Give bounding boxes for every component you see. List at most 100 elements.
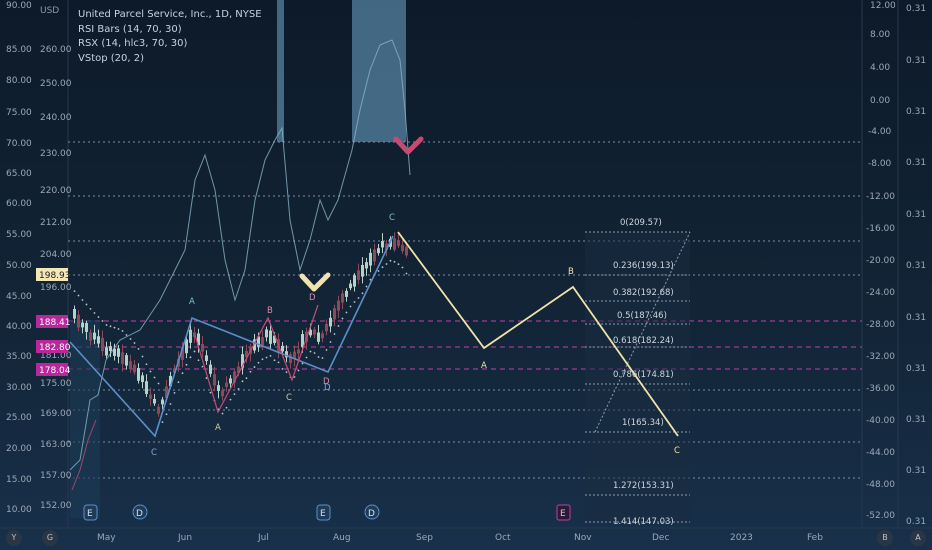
vstop-dot bbox=[377, 270, 380, 272]
axis-tick: -40.00 bbox=[866, 416, 895, 426]
currency-label: USD bbox=[40, 6, 60, 16]
candle bbox=[133, 364, 136, 373]
corner-button-right-2[interactable]: A bbox=[910, 530, 926, 546]
candle bbox=[385, 243, 388, 250]
candle bbox=[237, 366, 240, 373]
wave-label: C bbox=[389, 213, 395, 223]
vstop-dot bbox=[73, 290, 76, 293]
axis-tick: 0.31 bbox=[906, 313, 926, 323]
earnings-marker[interactable]: E bbox=[83, 504, 98, 521]
candle bbox=[233, 371, 236, 383]
vstop-dot bbox=[321, 357, 324, 359]
axis-tick: 0.31 bbox=[906, 210, 926, 220]
axis-tick: 0.31 bbox=[906, 415, 926, 425]
vstop-dot bbox=[165, 413, 168, 416]
corner-button-left[interactable]: Y bbox=[6, 530, 22, 546]
price-tag-label: 182.80 bbox=[39, 343, 71, 353]
vstop-dot bbox=[225, 406, 228, 409]
vstop-dot bbox=[293, 376, 296, 378]
indicator-label[interactable]: VStop (20, 2) bbox=[78, 52, 145, 64]
vstop-dot bbox=[385, 263, 388, 265]
vstop-dot bbox=[353, 301, 356, 303]
candle bbox=[273, 335, 276, 344]
candle bbox=[401, 244, 404, 252]
vstop-dot bbox=[393, 260, 396, 263]
left-price-axis[interactable]: 90.00 85.00 80.00 75.00 70.00 65.00 60.0… bbox=[6, 1, 32, 515]
vstop-dot bbox=[161, 421, 164, 424]
right-oscillator-axis-2[interactable]: 0.31 0.31 0.31 0.31 0.31 0.31 0.31 0.31 … bbox=[906, 4, 926, 527]
axis-tick: 4.00 bbox=[870, 63, 890, 73]
axis-tick: 30.00 bbox=[6, 383, 32, 393]
candle bbox=[333, 308, 336, 320]
blue-wave-line bbox=[69, 235, 394, 438]
candle bbox=[337, 300, 340, 311]
candle bbox=[225, 382, 228, 388]
candle bbox=[365, 262, 368, 269]
price-tag: 182.80 bbox=[36, 340, 71, 353]
earnings-marker[interactable]: E bbox=[316, 504, 331, 521]
vstop-dot bbox=[285, 371, 288, 374]
left-price-axis-2[interactable]: 260.00 250.00 240.00 230.00 220.00 212.0… bbox=[40, 45, 72, 511]
candle bbox=[117, 348, 120, 357]
axis-tick: -28.00 bbox=[866, 320, 895, 330]
candle bbox=[381, 241, 384, 248]
vstop-dot bbox=[273, 359, 276, 362]
price-tag: 188.41 bbox=[36, 315, 71, 328]
svg-text:D: D bbox=[136, 509, 143, 519]
axis-tick: 157.00 bbox=[40, 471, 72, 481]
axis-tick: 20.00 bbox=[6, 444, 32, 454]
vstop-dot bbox=[309, 350, 312, 353]
vstop-dot bbox=[357, 297, 360, 299]
time-axis-label: Feb bbox=[807, 533, 823, 543]
candle bbox=[181, 346, 184, 360]
dividend-marker[interactable]: D bbox=[364, 504, 380, 520]
wave-label: A bbox=[189, 297, 195, 307]
symbol-title[interactable]: United Parcel Service, Inc., 1D, NYSE bbox=[78, 9, 262, 20]
vstop-dot bbox=[129, 338, 132, 340]
vstop-dot bbox=[121, 330, 124, 332]
corner-button-left-2[interactable]: G bbox=[42, 530, 58, 546]
chart-legend[interactable]: United Parcel Service, Inc., 1D, NYSE RS… bbox=[78, 8, 262, 66]
candle bbox=[105, 347, 108, 356]
vstop-dot bbox=[113, 326, 116, 329]
axis-tick: 169.00 bbox=[40, 409, 72, 419]
candle bbox=[93, 332, 96, 340]
vstop-dot bbox=[333, 333, 336, 335]
fib-level-label: 1.272(153.31) bbox=[613, 481, 674, 491]
candle bbox=[245, 351, 248, 358]
vstop-dot bbox=[361, 292, 364, 295]
axis-tick: 10.00 bbox=[6, 505, 32, 515]
axis-tick: 25.00 bbox=[6, 413, 32, 423]
axis-tick: 35.00 bbox=[6, 352, 32, 362]
vstop-dot bbox=[81, 299, 84, 301]
vstop-dot bbox=[169, 403, 172, 405]
wave-label: B bbox=[267, 306, 273, 316]
vstop-dot bbox=[245, 377, 248, 380]
candle bbox=[101, 337, 104, 352]
vstop-dot bbox=[173, 392, 176, 394]
vstop-dot bbox=[337, 325, 340, 327]
axis-tick: 85.00 bbox=[6, 45, 32, 55]
axis-tick: -52.00 bbox=[866, 511, 895, 521]
axis-tick: 12.00 bbox=[870, 1, 896, 11]
vstop-dot bbox=[297, 369, 300, 372]
dividend-marker[interactable]: D bbox=[132, 504, 148, 520]
vstop-dot bbox=[89, 307, 92, 310]
indicator-label[interactable]: RSX (14, hlc3, 70, 30) bbox=[78, 38, 188, 49]
candle bbox=[257, 336, 260, 347]
wave-label: C bbox=[286, 393, 292, 403]
candle bbox=[297, 349, 300, 354]
earnings-marker-upcoming[interactable]: E bbox=[556, 504, 571, 521]
corner-button-right[interactable]: B bbox=[877, 530, 893, 546]
axis-tick: 240.00 bbox=[40, 113, 72, 123]
overbought-zone bbox=[277, 0, 284, 142]
fib-trend-line bbox=[594, 231, 691, 433]
candle bbox=[345, 290, 348, 297]
right-oscillator-axis[interactable]: 12.00 8.00 4.00 0.00 -4.00 -8.00 -12.00 … bbox=[866, 1, 896, 521]
candle bbox=[341, 293, 344, 303]
vstop-dot bbox=[261, 358, 264, 361]
indicator-label[interactable]: RSI Bars (14, 70, 30) bbox=[78, 23, 182, 35]
vstop-dot bbox=[221, 412, 224, 415]
